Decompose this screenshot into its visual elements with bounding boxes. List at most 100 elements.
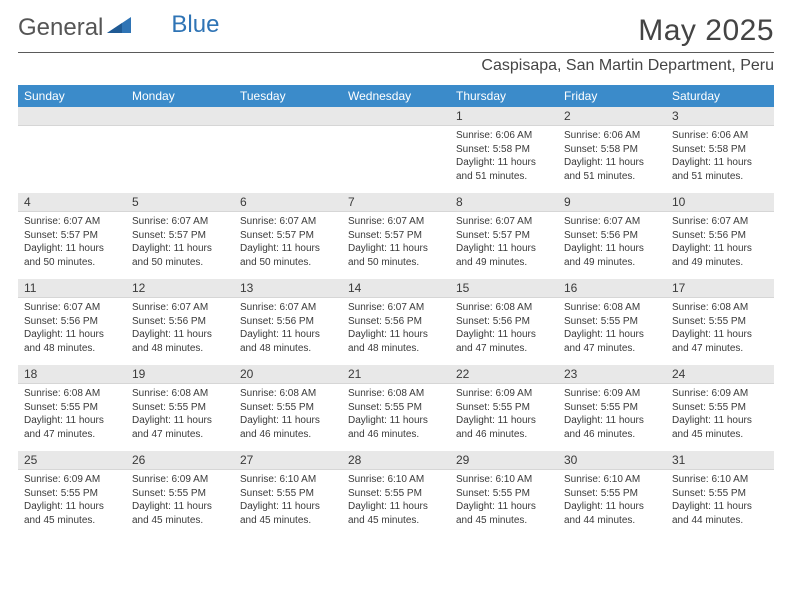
week-row: 11Sunrise: 6:07 AMSunset: 5:56 PMDayligh… <box>18 279 774 365</box>
header-rule <box>18 52 774 53</box>
sunset-line: Sunset: 5:56 PM <box>240 316 314 327</box>
day-number: 5 <box>126 193 234 212</box>
day-cell: 4Sunrise: 6:07 AMSunset: 5:57 PMDaylight… <box>18 193 126 279</box>
header: General Blue May 2025 <box>18 14 774 48</box>
day-number: 4 <box>18 193 126 212</box>
daylight-line: Daylight: 11 hours and 50 minutes. <box>240 243 320 268</box>
sunset-line: Sunset: 5:58 PM <box>672 144 746 155</box>
day-header-row: Sunday Monday Tuesday Wednesday Thursday… <box>18 85 774 107</box>
day-data: Sunrise: 6:07 AMSunset: 5:57 PMDaylight:… <box>342 212 450 273</box>
sunrise-line: Sunrise: 6:07 AM <box>132 216 208 227</box>
daylight-line: Daylight: 11 hours and 51 minutes. <box>672 157 752 182</box>
day-cell: 17Sunrise: 6:08 AMSunset: 5:55 PMDayligh… <box>666 279 774 365</box>
day-data: Sunrise: 6:09 AMSunset: 5:55 PMDaylight:… <box>450 384 558 445</box>
sunset-line: Sunset: 5:57 PM <box>24 230 98 241</box>
day-cell: 25Sunrise: 6:09 AMSunset: 5:55 PMDayligh… <box>18 451 126 537</box>
day-data: Sunrise: 6:09 AMSunset: 5:55 PMDaylight:… <box>558 384 666 445</box>
sunset-line: Sunset: 5:56 PM <box>132 316 206 327</box>
day-cell: 21Sunrise: 6:08 AMSunset: 5:55 PMDayligh… <box>342 365 450 451</box>
daylight-line: Daylight: 11 hours and 44 minutes. <box>672 501 752 526</box>
daylight-line: Daylight: 11 hours and 48 minutes. <box>240 329 320 354</box>
col-tuesday: Tuesday <box>234 85 342 107</box>
daylight-line: Daylight: 11 hours and 47 minutes. <box>564 329 644 354</box>
sunset-line: Sunset: 5:56 PM <box>348 316 422 327</box>
sunset-line: Sunset: 5:55 PM <box>132 488 206 499</box>
day-data: Sunrise: 6:08 AMSunset: 5:55 PMDaylight:… <box>666 298 774 359</box>
day-number: 14 <box>342 279 450 298</box>
day-cell: 20Sunrise: 6:08 AMSunset: 5:55 PMDayligh… <box>234 365 342 451</box>
day-data: Sunrise: 6:10 AM Sunset: 5:55 PM Daylight:… <box>666 470 774 531</box>
sunset-line: Sunset: 5:57 PM <box>240 230 314 241</box>
day-number: 17 <box>666 279 774 298</box>
sunrise-line: Sunrise: 6:10 AM <box>672 474 748 485</box>
sunrise-line: Sunrise: 6:07 AM <box>24 302 100 313</box>
sunrise-line: Sunrise: 6:08 AM <box>564 302 640 313</box>
sunrise-line: Sunrise: 6:08 AM <box>240 388 316 399</box>
sunset-line: Sunset: 5:55 PM <box>132 402 206 413</box>
day-cell: 14Sunrise: 6:07 AMSunset: 5:56 PMDayligh… <box>342 279 450 365</box>
day-data: Sunrise: 6:07 AMSunset: 5:57 PMDaylight:… <box>450 212 558 273</box>
day-cell <box>234 107 342 193</box>
sunset-line: Sunset: 5:57 PM <box>348 230 422 241</box>
day-data: Sunrise: 6:07 AMSunset: 5:56 PMDaylight:… <box>558 212 666 273</box>
sunrise-line: Sunrise: 6:07 AM <box>240 216 316 227</box>
day-cell: 7Sunrise: 6:07 AMSunset: 5:57 PMDaylight… <box>342 193 450 279</box>
sunset-line: Sunset: 5:55 PM <box>672 488 746 499</box>
calendar-table: Sunday Monday Tuesday Wednesday Thursday… <box>18 85 774 537</box>
sunset-line: Sunset: 5:55 PM <box>564 488 638 499</box>
day-number: 21 <box>342 365 450 384</box>
sunset-line: Sunset: 5:55 PM <box>672 316 746 327</box>
day-cell: 24Sunrise: 6:09 AMSunset: 5:55 PMDayligh… <box>666 365 774 451</box>
day-number: 29 <box>450 451 558 470</box>
day-cell: 13Sunrise: 6:07 AMSunset: 5:56 PMDayligh… <box>234 279 342 365</box>
daylight-line: Daylight: 11 hours and 45 minutes. <box>348 501 428 526</box>
sunset-line: Sunset: 5:55 PM <box>240 488 314 499</box>
day-number: 25 <box>18 451 126 470</box>
day-data: Sunrise: 6:07 AMSunset: 5:56 PMDaylight:… <box>234 298 342 359</box>
daylight-line: Daylight: 11 hours and 49 minutes. <box>564 243 644 268</box>
day-data: Sunrise: 6:07 AM Sunset: 5:57 PM Daylight:… <box>234 212 342 273</box>
col-thursday: Thursday <box>450 85 558 107</box>
day-cell: 23Sunrise: 6:09 AMSunset: 5:55 PMDayligh… <box>558 365 666 451</box>
day-cell: 26Sunrise: 6:09 AMSunset: 5:55 PMDayligh… <box>126 451 234 537</box>
day-number: 8 <box>450 193 558 212</box>
sunset-line: Sunset: 5:55 PM <box>348 488 422 499</box>
daylight-line: Daylight: 11 hours and 44 minutes. <box>564 501 644 526</box>
day-data: Sunrise: 6:06 AMSunset: 5:58 PMDaylight:… <box>450 126 558 187</box>
day-number <box>234 107 342 126</box>
sunset-line: Sunset: 5:55 PM <box>564 316 638 327</box>
sunset-line: Sunset: 5:55 PM <box>24 488 98 499</box>
daylight-line: Daylight: 11 hours and 50 minutes. <box>348 243 428 268</box>
day-cell: 22Sunrise: 6:09 AMSunset: 5:55 PMDayligh… <box>450 365 558 451</box>
daylight-line: Daylight: 11 hours and 51 minutes. <box>456 157 536 182</box>
sunrise-line: Sunrise: 6:07 AM <box>564 216 640 227</box>
day-data: Sunrise: 6:09 AMSunset: 5:55 PMDaylight:… <box>666 384 774 445</box>
sunset-line: Sunset: 5:55 PM <box>348 402 422 413</box>
day-data: Sunrise: 6:07 AMSunset: 5:56 PMDaylight:… <box>126 298 234 359</box>
sunrise-line: Sunrise: 6:09 AM <box>132 474 208 485</box>
daylight-line: Daylight: 11 hours and 47 minutes. <box>456 329 536 354</box>
day-cell: 6Sunrise: 6:07 AMSunset: 5:57 PMDaylight… <box>234 193 342 279</box>
sunrise-line: Sunrise: 6:10 AM <box>348 474 424 485</box>
sunrise-line: Sunrise: 6:08 AM <box>456 302 532 313</box>
day-number: 24 <box>666 365 774 384</box>
day-number: 10 <box>666 193 774 212</box>
day-data: Sunrise: 6:07 AMSunset: 5:57 PMDaylight:… <box>18 212 126 273</box>
sunrise-line: Sunrise: 6:06 AM <box>672 130 748 141</box>
day-data: Sunrise: 6:08 AMSunset: 5:55 PMDaylight:… <box>126 384 234 445</box>
sunrise-line: Sunrise: 6:08 AM <box>24 388 100 399</box>
sunset-line: Sunset: 5:55 PM <box>672 402 746 413</box>
location-text: Caspisapa, San Martin Department, Peru <box>18 57 774 75</box>
daylight-line: Daylight: 11 hours and 46 minutes. <box>456 415 536 440</box>
day-data: Sunrise: 6:06 AM Sunset: 5:58 PM Daylight:… <box>666 126 774 187</box>
sunrise-line: Sunrise: 6:10 AM <box>456 474 532 485</box>
daylight-line: Daylight: 11 hours and 45 minutes. <box>132 501 212 526</box>
week-row: 25 Sunrise: 6:09 AM Sunset: 5:55 PM Dayligh… <box>18 451 774 537</box>
day-number <box>342 107 450 126</box>
daylight-line: Daylight: 11 hours and 49 minutes. <box>672 243 752 268</box>
day-cell: 10Sunrise: 6:07 AMSunset: 5:56 PMDayligh… <box>666 193 774 279</box>
day-data: Sunrise: 6:10 AMSunset: 5:55 PMDaylight:… <box>450 470 558 531</box>
week-row: 1Sunrise: 6:06 AMSunset: 5:58 PMDaylight… <box>18 107 774 193</box>
daylight-line: Daylight: 11 hours and 50 minutes. <box>24 243 104 268</box>
sunset-line: Sunset: 5:57 PM <box>132 230 206 241</box>
